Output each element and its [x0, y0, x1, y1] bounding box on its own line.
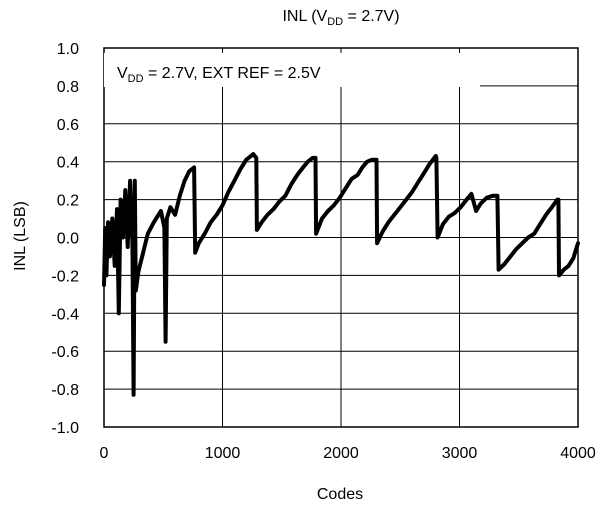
chart-annotation: VDD = 2.7V, EXT REF = 2.5V — [117, 65, 321, 85]
y-axis-label: INL (LSB) — [12, 201, 29, 271]
y-tick-label: 0.4 — [57, 155, 79, 172]
y-tick-label: -0.2 — [51, 268, 79, 285]
y-tick-label: 1.0 — [57, 41, 79, 58]
chart-title-main: INL (V — [282, 8, 327, 25]
y-tick-label: -0.4 — [51, 306, 79, 323]
y-tick-label: -0.8 — [51, 382, 79, 399]
chart-title-tail: = 2.7V) — [343, 8, 399, 25]
annotation-main: V — [117, 65, 128, 82]
y-tick-labels: 1.0 0.8 0.6 0.4 0.2 0.0 -0.2 -0.4 -0.6 -0.8 -1.0 — [51, 41, 79, 437]
chart-title-subscript: DD — [327, 16, 343, 28]
y-tick-label: 0.8 — [57, 79, 79, 96]
y-tick-label: -1.0 — [51, 420, 79, 437]
y-tick-label: 0.6 — [57, 117, 79, 134]
y-tick-label: -0.6 — [51, 344, 79, 361]
x-axis-label: Codes — [317, 486, 363, 503]
chart-title: INL (VDD = 2.7V) — [282, 8, 399, 28]
annotation-subscript: DD — [128, 73, 144, 85]
grid — [103, 47, 579, 428]
annotation-box — [104, 53, 480, 87]
y-tick-label: 0.2 — [57, 193, 79, 210]
x-tick-labels: 0 1000 2000 3000 4000 — [100, 445, 596, 462]
x-tick-label: 2000 — [323, 445, 359, 462]
plot-frame — [103, 47, 579, 428]
x-tick-label: 4000 — [560, 445, 596, 462]
x-tick-label: 0 — [100, 445, 109, 462]
x-tick-label: 3000 — [442, 445, 478, 462]
x-tick-label: 1000 — [205, 445, 241, 462]
series-line — [102, 152, 580, 397]
annotation-tail: = 2.7V, EXT REF = 2.5V — [144, 65, 321, 82]
y-tick-label: 0.0 — [57, 231, 79, 248]
